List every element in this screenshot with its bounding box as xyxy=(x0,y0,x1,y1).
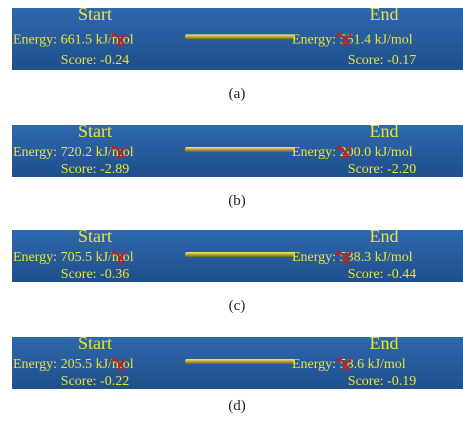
end-title: End xyxy=(370,333,399,353)
end-title: End xyxy=(370,4,399,24)
end-title: End xyxy=(370,226,399,246)
end-energy: Energy: 551.4 kJ/mol xyxy=(292,32,413,47)
end-energy: Energy: 538.3 kJ/mol xyxy=(292,250,413,265)
panel-label: (c) xyxy=(229,298,246,314)
panel-label: (b) xyxy=(228,193,246,209)
start-title: Start xyxy=(78,226,112,246)
end-score: Score: -0.17 xyxy=(348,53,416,68)
panel-label: (d) xyxy=(228,398,246,414)
end-energy: Energy: 200.0 kJ/mol xyxy=(292,145,413,160)
end-score: Score: -2.20 xyxy=(348,162,416,177)
panel-label: (a) xyxy=(229,86,246,102)
end-score: Score: -0.44 xyxy=(348,267,416,282)
start-score: Score: -0.22 xyxy=(61,374,129,389)
rod xyxy=(185,34,295,39)
rod xyxy=(185,359,295,364)
start-title: Start xyxy=(78,121,112,141)
start-score: Score: -2.89 xyxy=(61,162,129,177)
figure: StartEnergy: 661.5 kJ/molScore: -0.24End… xyxy=(0,0,463,429)
start-score: Score: -0.24 xyxy=(61,53,129,68)
start-title: Start xyxy=(78,4,112,24)
rod xyxy=(185,252,295,257)
start-title: Start xyxy=(78,333,112,353)
start-score: Score: -0.36 xyxy=(61,267,129,282)
end-title: End xyxy=(370,121,399,141)
end-score: Score: -0.19 xyxy=(348,374,416,389)
rod xyxy=(185,147,295,152)
